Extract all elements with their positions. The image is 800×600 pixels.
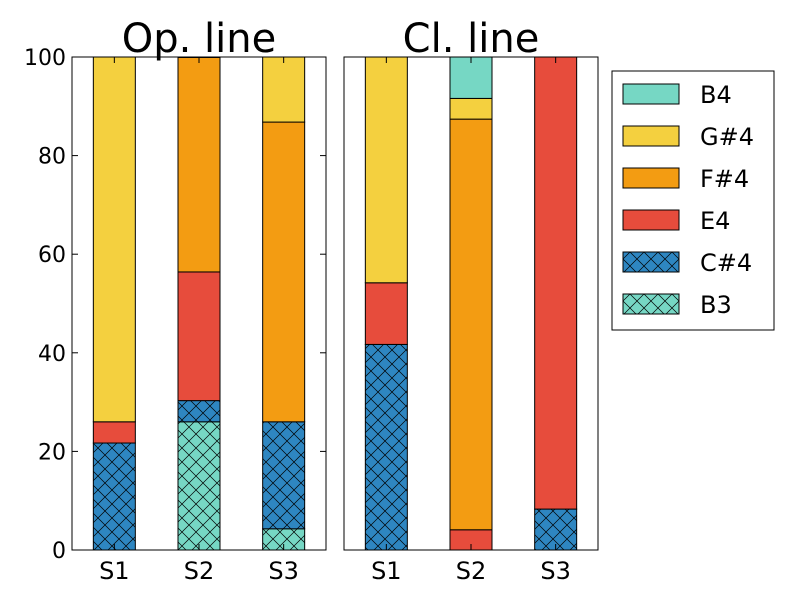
x-tick-label: S3	[268, 557, 299, 585]
x-tick-label: S3	[540, 557, 571, 585]
bar-segment-s3-fsharp4	[262, 121, 306, 423]
bar-segment-s1-csharp4	[364, 343, 408, 551]
bar-segment-s1-e4	[92, 421, 136, 444]
legend-label: F#4	[700, 165, 749, 193]
legend-swatch	[623, 126, 679, 146]
y-tick-label: 0	[52, 539, 66, 564]
bar-segment-s3-csharp4	[262, 421, 306, 530]
legend-swatch	[623, 84, 679, 104]
chart-title: Cl. line	[403, 16, 540, 62]
y-tick-label: 80	[38, 145, 66, 170]
bar-segment-s3-gsharp4	[262, 56, 306, 123]
chart-panel-1: Op. line 0 20 40 60 80 100 S1 S2 S3	[24, 16, 327, 585]
legend-item-csharp4: C#4	[622, 249, 752, 277]
legend-item-gsharp4: G#4	[622, 123, 754, 151]
bar-segment-s1-e4	[364, 282, 408, 345]
legend-swatch	[623, 210, 679, 230]
legend-item-b3: B3	[622, 291, 732, 319]
chart-title: Op. line	[122, 16, 277, 62]
y-tick-label: 100	[24, 46, 66, 71]
bar-segment-s2-csharp4	[177, 400, 221, 423]
x-tick-label: S2	[456, 557, 487, 585]
legend-item-e4: E4	[622, 207, 730, 235]
bar-segment-s2-b4	[449, 56, 493, 99]
legend-label: B3	[700, 291, 732, 319]
bar-segment-s1-gsharp4	[92, 56, 136, 423]
bar-segment-s3-csharp4	[534, 508, 578, 551]
x-tick-label: S1	[99, 557, 130, 585]
legend-item-fsharp4: F#4	[622, 165, 749, 193]
y-tick-label: 20	[38, 440, 66, 465]
y-tick-label: 60	[38, 243, 66, 268]
legend-label: G#4	[700, 123, 754, 151]
bar-segment-s2-gsharp4	[449, 97, 493, 120]
x-tick-label: S1	[371, 557, 402, 585]
bar-segment-s3-e4	[534, 56, 578, 510]
x-tick-label: S2	[184, 557, 215, 585]
bar-segment-s2-e4	[177, 271, 221, 402]
legend-label: C#4	[700, 249, 752, 277]
bar-segment-s2-fsharp4	[449, 118, 493, 531]
bar-segment-s2-b3	[177, 421, 221, 551]
chart-panel-2: Cl. line S1 S2 S3	[343, 16, 599, 585]
legend-swatch	[623, 168, 679, 188]
legend-item-b4: B4	[622, 81, 732, 109]
legend-label: B4	[700, 81, 732, 109]
bar-segment-s1-csharp4	[92, 442, 136, 551]
legend-box	[611, 70, 775, 331]
bar-segment-s2-fsharp4	[177, 56, 221, 273]
y-tick-label: 40	[38, 342, 66, 367]
legend: B4 G#4 F#4 E4 C#4 B3	[611, 70, 775, 331]
bar-segment-s1-gsharp4	[364, 56, 408, 284]
legend-label: E4	[700, 207, 730, 235]
